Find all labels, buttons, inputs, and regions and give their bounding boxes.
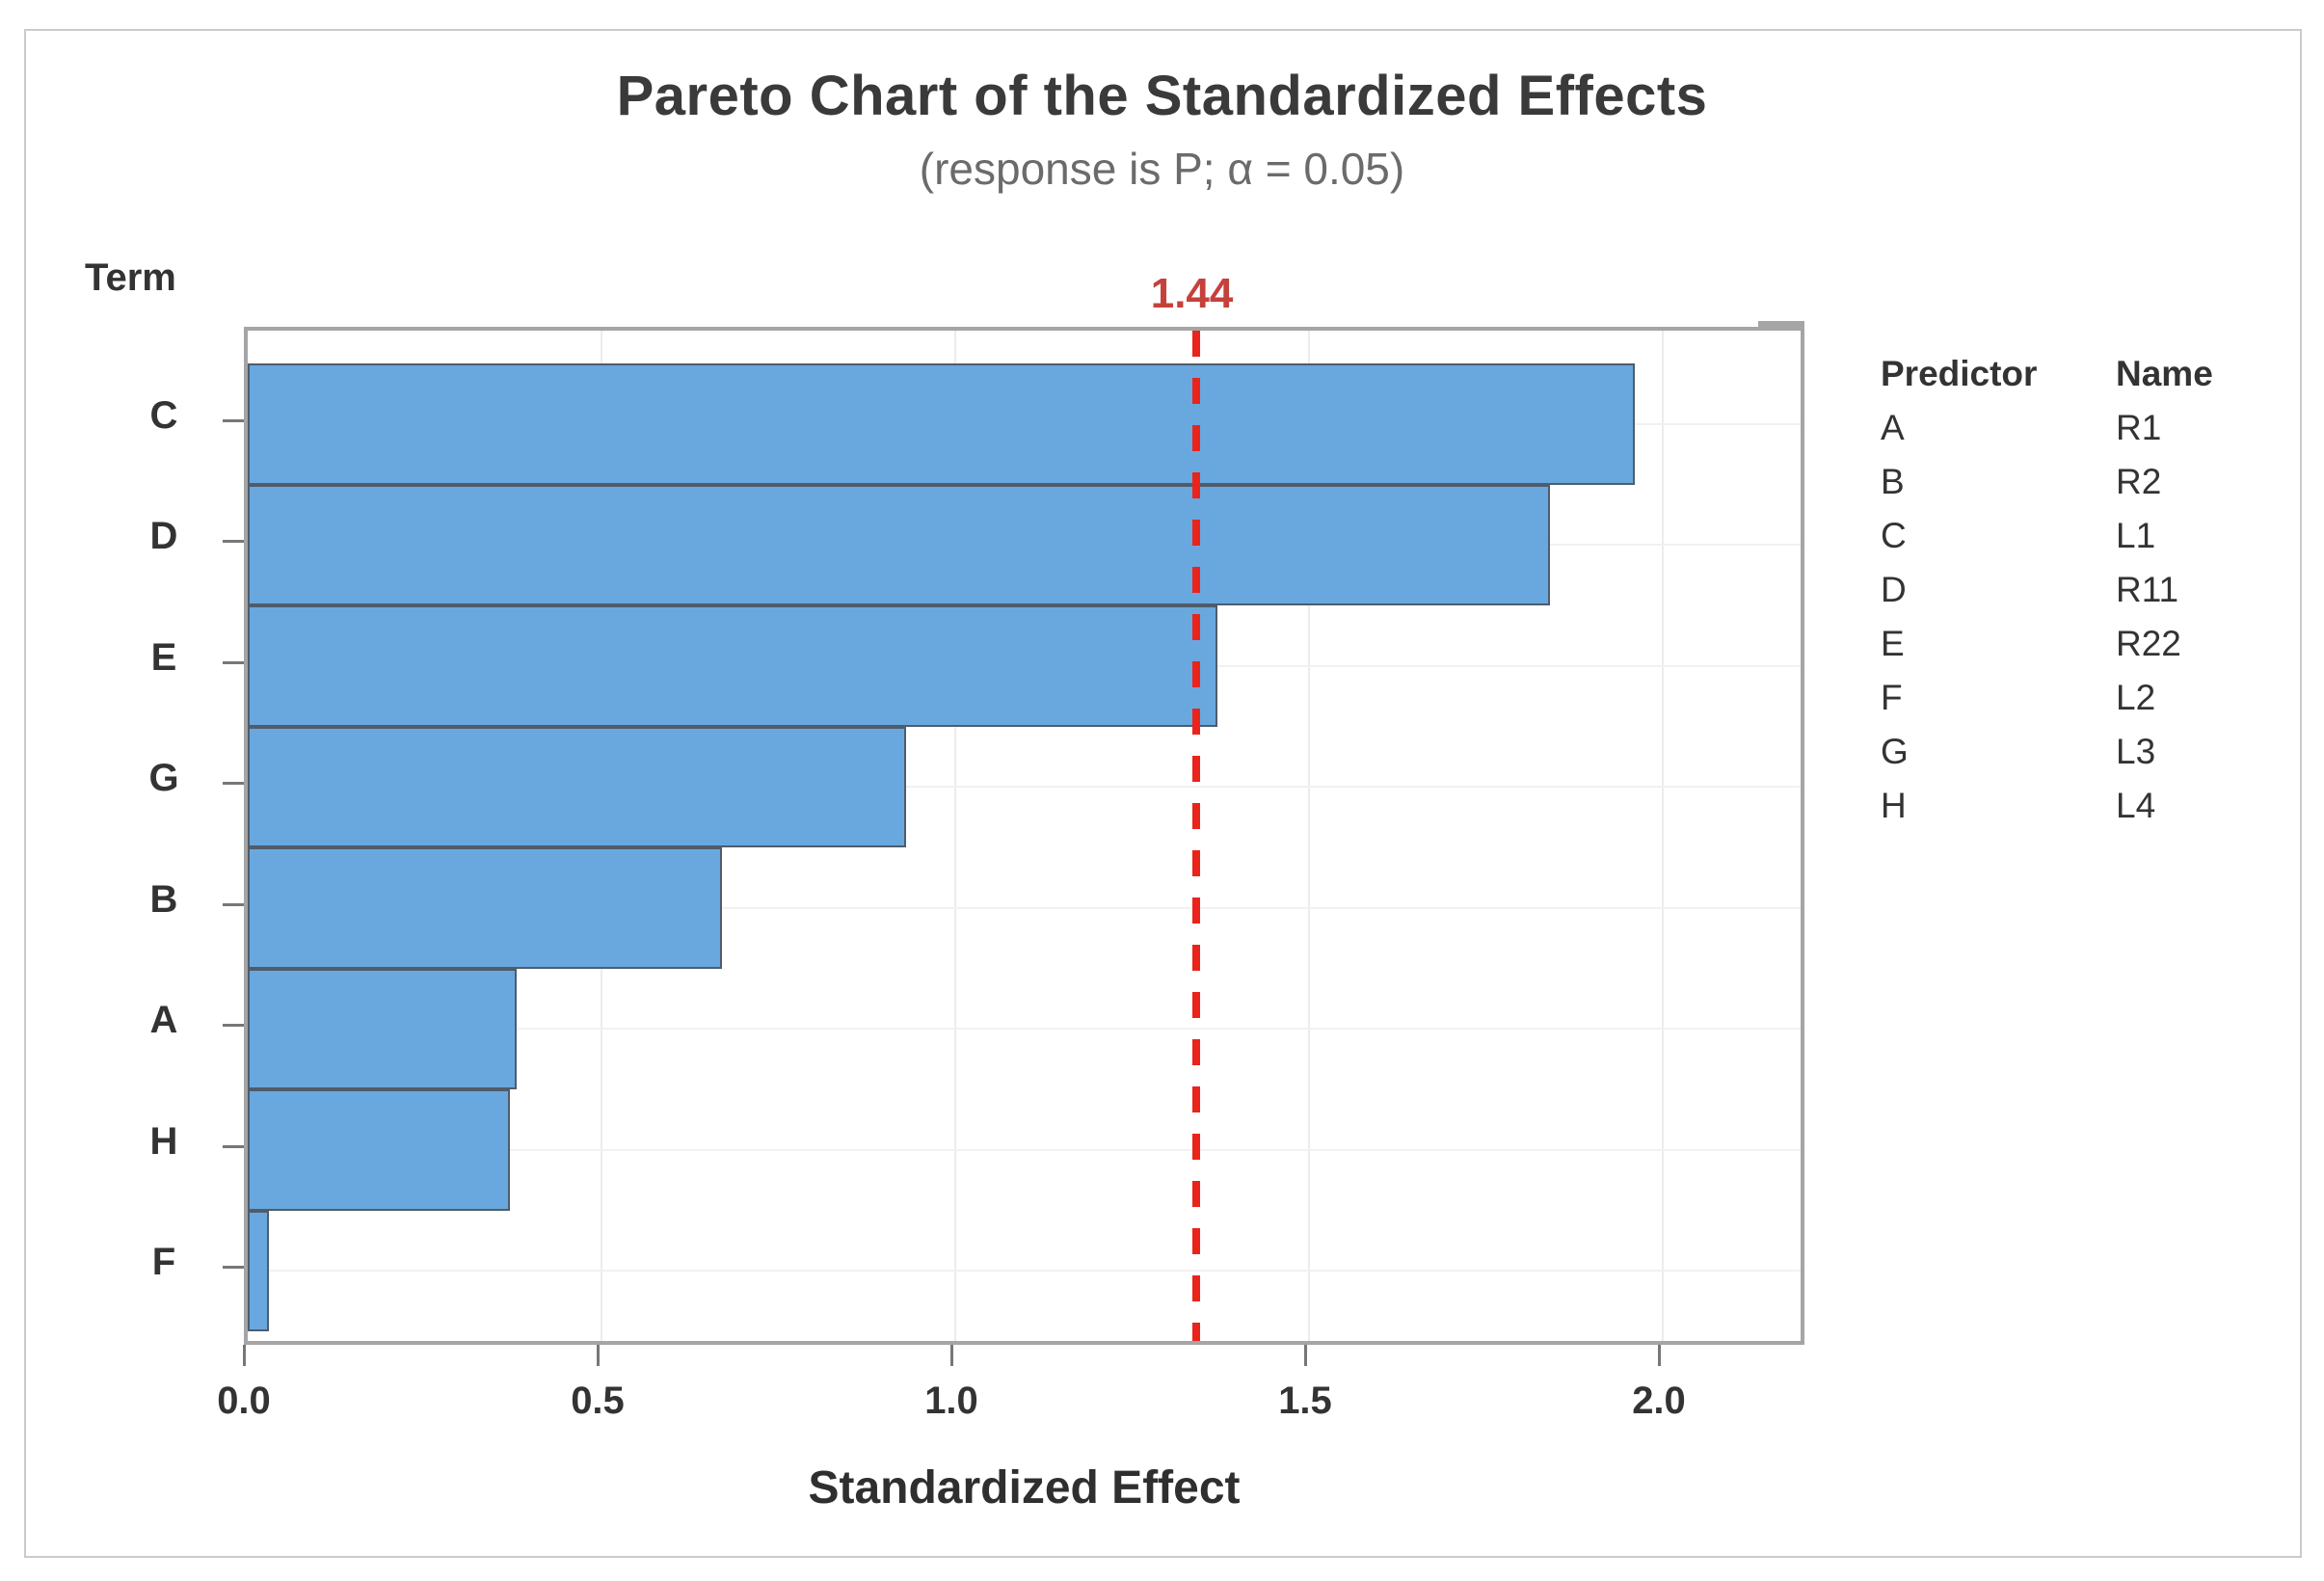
vertical-gridline (1308, 331, 1310, 1341)
chart-title: Pareto Chart of the Standardized Effects (616, 65, 1708, 127)
x-tick-label-1.0: 1.0 (924, 1380, 978, 1422)
legend-row-D: D R11 (1881, 563, 2213, 617)
reference-line (1191, 331, 1200, 1341)
legend-predictor-B: B (1881, 462, 1905, 501)
y-tick-label-H: H (149, 1119, 178, 1163)
y-tick-label-D: D (149, 515, 178, 558)
reference-line-value-label: 1.44 (1150, 270, 1234, 317)
plot-corner-tab (1758, 321, 1804, 329)
y-tick-label-C: C (149, 393, 178, 437)
bar-E (248, 605, 1217, 727)
legend-row-B: B R2 (1881, 455, 2213, 509)
legend-row-A: A R1 (1881, 401, 2213, 455)
x-tick-label-1.5: 1.5 (1278, 1380, 1332, 1422)
legend-name-C: L1 (2116, 516, 2156, 555)
legend-header-row: Predictor Name (1881, 347, 2213, 401)
y-tick-A (223, 1024, 244, 1028)
legend-predictor-A: A (1881, 408, 1905, 447)
x-tick-0.5 (597, 1345, 600, 1366)
legend-name-B: R2 (2116, 462, 2162, 501)
legend-predictor-C: C (1881, 516, 1907, 555)
horizontal-gridline (248, 1270, 1801, 1273)
y-tick-label-A: A (149, 999, 178, 1042)
x-tick-1.5 (1304, 1345, 1307, 1366)
horizontal-gridline (248, 1148, 1801, 1151)
legend-name-H: L4 (2116, 786, 2156, 825)
y-tick-label-B: B (149, 877, 178, 921)
legend-predictor-G: G (1881, 732, 1909, 771)
plot-area (244, 321, 1804, 1345)
legend-predictor-H: H (1881, 786, 1907, 825)
y-tick-G (223, 782, 244, 786)
horizontal-gridline (248, 786, 1801, 789)
y-axis-title: Term (85, 256, 176, 299)
bar-B (248, 847, 722, 969)
vertical-gridline (954, 331, 956, 1341)
bar-C (248, 363, 1635, 485)
y-tick-label-F: F (151, 1241, 176, 1284)
y-tick-C (223, 418, 244, 422)
y-tick-B (223, 902, 244, 906)
x-tick-label-0.5: 0.5 (571, 1380, 625, 1422)
bar-A (248, 968, 517, 1089)
y-tick-label-E: E (150, 635, 177, 679)
legend-name-D: R11 (2116, 570, 2179, 609)
legend-name-F: L2 (2116, 678, 2156, 717)
y-tick-label-G: G (148, 757, 179, 800)
chart-subtitle: (response is P; α = 0.05) (919, 144, 1405, 194)
predictor-legend: Predictor Name A R1 B R2 C L1 D R11 E R22 F L2 G L3 H L4 (1881, 347, 2213, 833)
vertical-gridline (1662, 331, 1664, 1341)
horizontal-gridline (248, 906, 1801, 909)
x-tick-1.0 (950, 1345, 953, 1366)
legend-row-H: H L4 (1881, 779, 2213, 833)
y-tick-D (223, 540, 244, 544)
bar-D (248, 484, 1550, 605)
legend-header-predictor: Predictor (1881, 354, 2038, 393)
x-tick-0.0 (243, 1345, 246, 1366)
legend-predictor-D: D (1881, 570, 1907, 609)
horizontal-gridline (248, 1028, 1801, 1031)
bar-G (248, 726, 906, 847)
legend-predictor-E: E (1881, 624, 1905, 663)
bar-F (248, 1210, 270, 1331)
legend-row-C: C L1 (1881, 509, 2213, 563)
legend-name-E: R22 (2116, 624, 2181, 663)
y-tick-F (223, 1266, 244, 1270)
y-tick-E (223, 660, 244, 664)
x-axis-title: Standardized Effect (808, 1462, 1241, 1514)
legend-name-A: R1 (2116, 408, 2162, 447)
legend-header-name: Name (2116, 354, 2213, 393)
x-tick-label-2.0: 2.0 (1632, 1380, 1686, 1422)
x-tick-label-0.0: 0.0 (217, 1380, 271, 1422)
legend-name-G: L3 (2116, 732, 2156, 771)
legend-row-G: G L3 (1881, 725, 2213, 779)
legend-row-E: E R22 (1881, 617, 2213, 671)
legend-predictor-F: F (1881, 678, 1903, 717)
y-tick-H (223, 1144, 244, 1148)
bar-H (248, 1089, 510, 1211)
legend-row-F: F L2 (1881, 671, 2213, 725)
x-tick-2.0 (1658, 1345, 1661, 1366)
